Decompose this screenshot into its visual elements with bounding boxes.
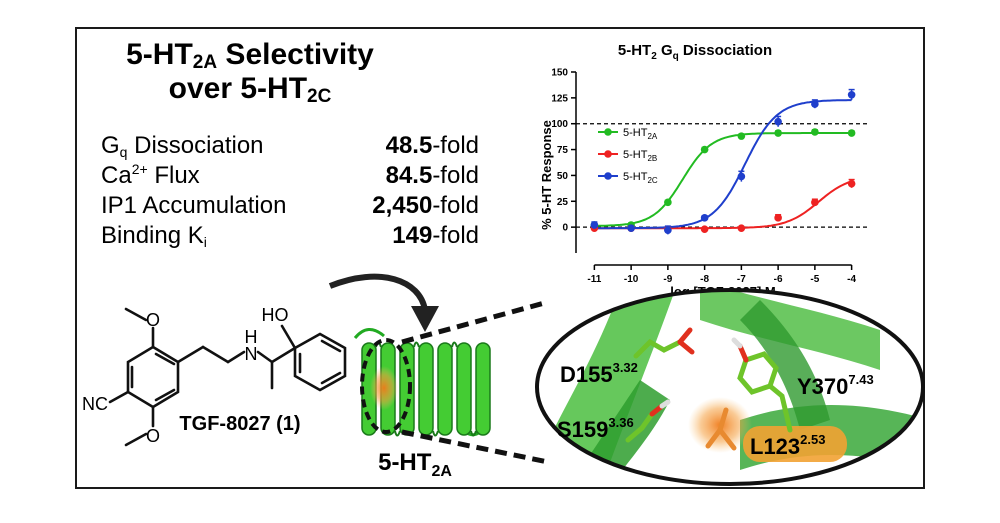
y-tick-label: 0 bbox=[562, 223, 568, 234]
assay-label: Ca2+ Flux bbox=[101, 161, 200, 189]
x-tick-label: -5 bbox=[810, 274, 819, 285]
title-subscript: 2C bbox=[307, 86, 332, 107]
chart-title: 5-HT2 Gq Dissociation bbox=[618, 42, 772, 62]
selectivity-row-ca: Ca2+ Flux 84.5-fold bbox=[101, 161, 479, 191]
assay-label: Gq Dissociation bbox=[101, 132, 264, 160]
receptor-cartoon bbox=[353, 328, 491, 437]
atom-label: O bbox=[146, 426, 160, 446]
closeup-outline bbox=[535, 288, 925, 486]
fold-value: 149-fold bbox=[392, 222, 479, 249]
panel-title-line2: over 5-HT2C bbox=[100, 72, 400, 106]
data-point bbox=[737, 172, 746, 181]
assay-label: IP1 Accumulation bbox=[101, 192, 287, 219]
data-point bbox=[811, 100, 819, 108]
molecule-atoms: O O HO H N NC bbox=[82, 305, 289, 446]
molecule-structure bbox=[108, 307, 347, 447]
fold-value: 48.5-fold bbox=[385, 132, 479, 159]
y-tick-label: 50 bbox=[557, 171, 569, 182]
data-point bbox=[737, 132, 746, 140]
title-text: 5-HT bbox=[126, 38, 193, 71]
fold-value: 2,450-fold bbox=[372, 192, 479, 219]
residue-label-y370: Y3707.43 bbox=[797, 372, 874, 399]
x-tick-label: -4 bbox=[847, 274, 856, 285]
atom-label: O bbox=[146, 310, 160, 330]
y-tick-label: 150 bbox=[551, 68, 568, 79]
series-curve bbox=[594, 99, 852, 230]
data-point bbox=[664, 198, 672, 207]
compound-label: TGF-8027 (1) bbox=[179, 413, 300, 435]
x-tick-label: -11 bbox=[587, 274, 601, 285]
data-point bbox=[774, 129, 782, 137]
arrow-head bbox=[411, 306, 439, 332]
residue-labels: D1553.32 S1593.36 Y3707.43 L1232.53 bbox=[557, 360, 874, 459]
legend-swatch-marker bbox=[604, 128, 612, 136]
residue-label-s159: S1593.36 bbox=[557, 415, 634, 442]
residue-label-l123: L1232.53 bbox=[750, 432, 825, 459]
assay-label: Binding Ki bbox=[101, 222, 207, 250]
legend-swatch-marker bbox=[604, 172, 612, 180]
zoom-line-top bbox=[401, 299, 549, 345]
x-tick-label: -6 bbox=[774, 274, 783, 285]
data-point bbox=[811, 128, 819, 136]
x-tick-label: -7 bbox=[737, 274, 746, 285]
data-point bbox=[737, 224, 746, 232]
fold-value: 84.5-fold bbox=[385, 162, 479, 189]
panel-title-line1: 5-HT2A Selectivity bbox=[100, 38, 400, 72]
atom-label: HO bbox=[262, 305, 289, 325]
x-tick-label: -10 bbox=[624, 274, 639, 285]
data-point bbox=[700, 145, 709, 154]
selectivity-row-ip1: IP1 Accumulation 2,450-fold bbox=[101, 191, 479, 221]
x-tick-label: -8 bbox=[700, 274, 709, 285]
data-point bbox=[847, 129, 856, 137]
title-text: over 5-HT bbox=[168, 72, 308, 105]
residue-label-d155: D1553.32 bbox=[560, 360, 638, 387]
legend-label: 5-HT2B bbox=[623, 149, 657, 163]
data-point bbox=[700, 214, 709, 222]
zoom-line-bottom bbox=[401, 429, 549, 465]
data-point bbox=[811, 198, 819, 207]
series-curve bbox=[594, 132, 852, 227]
atom-label: N bbox=[245, 344, 258, 364]
y-tick-label: 25 bbox=[557, 197, 569, 208]
data-point bbox=[627, 224, 635, 232]
y-tick-label: 125 bbox=[551, 93, 568, 104]
atom-label: H bbox=[245, 327, 258, 347]
data-point bbox=[700, 225, 709, 234]
data-point bbox=[664, 226, 672, 235]
legend-label: 5-HT2C bbox=[623, 171, 658, 185]
title-text: Selectivity bbox=[217, 38, 374, 71]
title-subscript: 2A bbox=[192, 52, 218, 73]
x-tick-label: -9 bbox=[663, 274, 672, 285]
binding-site-closeup bbox=[537, 290, 923, 484]
curved-arrow bbox=[328, 273, 428, 311]
atom-label: NC bbox=[82, 394, 108, 414]
y-axis-label: % 5-HT Response bbox=[539, 120, 554, 230]
data-point bbox=[774, 117, 782, 126]
receptor-label: 5-HT2A bbox=[378, 449, 452, 480]
legend-swatch-marker bbox=[604, 150, 612, 158]
data-point bbox=[847, 90, 856, 99]
data-point bbox=[847, 179, 856, 188]
data-point bbox=[590, 221, 599, 229]
legend-label: 5-HT2A bbox=[623, 127, 658, 141]
data-point bbox=[774, 214, 782, 222]
y-tick-label: 75 bbox=[557, 145, 569, 156]
selectivity-row-gq: Gq Dissociation 48.5-fold bbox=[101, 131, 479, 161]
selectivity-row-binding: Binding Ki 149-fold bbox=[101, 221, 479, 251]
y-tick-label: 100 bbox=[551, 119, 568, 130]
